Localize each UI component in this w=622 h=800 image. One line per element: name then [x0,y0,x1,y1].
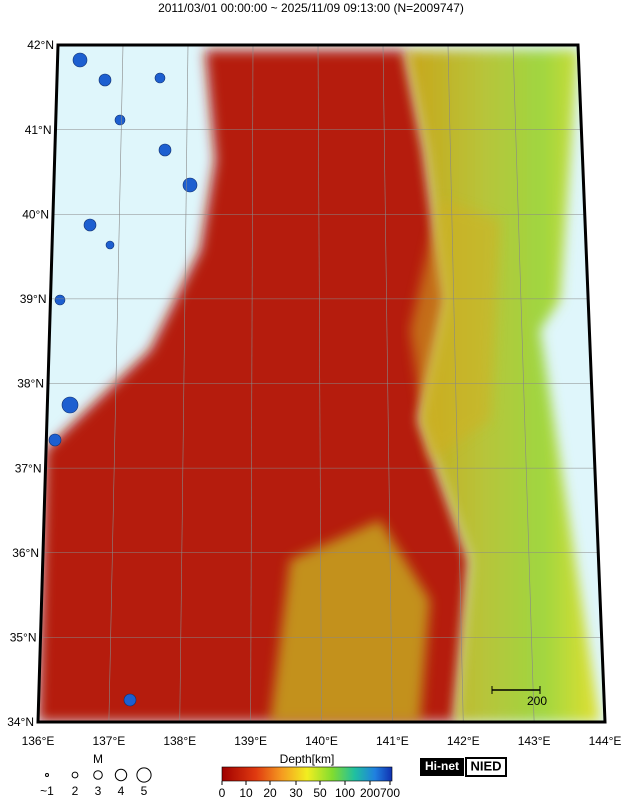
depth-tick-label: 700 [380,786,400,800]
latitude-label: 34°N [7,715,34,729]
latitude-label: 36°N [12,546,39,560]
latitude-label: 41°N [25,123,52,137]
longitude-label: 142°E [447,734,480,748]
longitude-line [250,45,254,722]
logo-nied: NIED [470,758,501,773]
longitude-line [382,45,393,722]
longitude-label: 136°E [22,734,55,748]
depth-tick-label: 50 [313,786,327,800]
latitude-label: 38°N [17,377,44,391]
logo: Hi-net NIED [420,757,507,777]
longitude-label: 139°E [234,734,267,748]
depth-tick-label: 0 [219,786,226,800]
longitude-label: 144°E [589,734,622,748]
magnitude-symbol [136,767,152,783]
scale-bar: 200 [491,686,547,708]
latitude-label: 35°N [10,631,37,645]
longitude-label: 140°E [305,734,338,748]
map-body [38,45,605,722]
depth-colorbar [221,766,393,782]
magnitude-symbol [71,771,79,779]
epicenter-band [410,200,500,460]
longitude-line [317,45,322,722]
longitude-label: 141°E [376,734,409,748]
longitude-line [512,45,535,722]
magnitude-tick-label: 2 [72,784,79,798]
latitude-label: 42°N [27,38,54,52]
latitude-label: 39°N [20,292,47,306]
magnitude-symbol [114,768,128,782]
magnitude-tick-label: 4 [118,784,125,798]
longitude-line [108,45,124,722]
map-title: 2011/03/01 00:00:00 ~ 2025/11/09 09:13:0… [158,1,464,15]
magnitude-tick-label: 3 [95,784,102,798]
depth-label: Depth[km] [280,752,335,766]
magnitude-symbol [45,773,49,777]
magnitude-tick-label: ~1 [40,784,54,798]
depth-tick-label: 20 [263,786,277,800]
depth-tick-label: 10 [239,786,253,800]
longitude-line [179,45,189,722]
latitude-label: 40°N [22,207,49,221]
map-frame [36,43,607,724]
longitude-line [447,45,464,722]
depth-tick-label: 30 [289,786,303,800]
scale-label: 200 [527,694,547,708]
depth-tick-label: 200 [360,786,380,800]
magnitude-tick-label: 5 [141,784,148,798]
longitude-label: 137°E [92,734,125,748]
longitude-label: 143°E [518,734,551,748]
logo-hinet: Hi-net [425,759,459,773]
magnitude-label: M [93,752,103,766]
latitude-label: 37°N [15,461,42,475]
depth-tick-label: 100 [335,786,355,800]
magnitude-symbol [93,770,103,780]
longitude-label: 138°E [163,734,196,748]
